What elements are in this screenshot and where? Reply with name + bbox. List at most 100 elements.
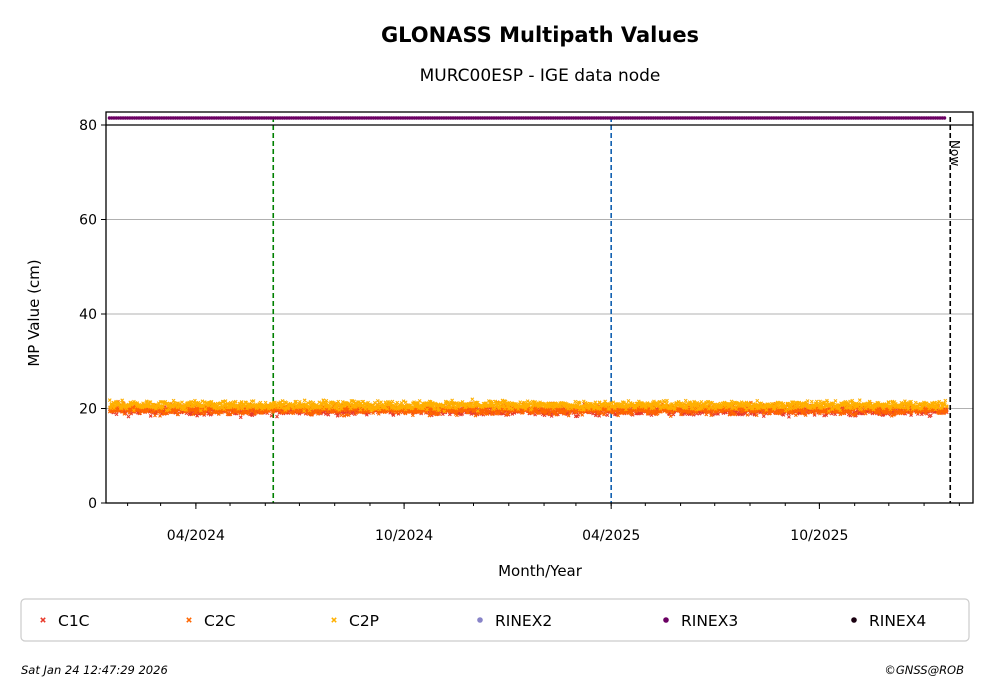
data-point [126,414,131,419]
legend-label: C2P [349,612,379,630]
data-point [944,408,949,413]
legend-label: RINEX3 [681,612,738,630]
data-point [220,410,224,415]
data-point [375,402,379,407]
data-point [326,412,331,417]
data-point [208,408,212,413]
data-point [497,411,501,415]
data-point [684,406,689,411]
data-point [254,406,259,411]
data-point [707,410,711,415]
data-point [508,406,513,410]
data-point [794,409,799,414]
data-point [463,404,468,409]
data-point [153,413,157,418]
data-point [165,411,170,416]
data-point [109,406,113,411]
reference-lines [272,117,952,503]
data-point [566,413,571,418]
data-point [885,403,889,408]
data-point [660,405,665,410]
data-point [240,406,245,411]
data-point [486,403,491,407]
legend-label: C1C [58,612,90,630]
data-point [385,406,390,411]
y-axis-label: MP Value (cm) [25,259,43,366]
data-point [310,406,315,411]
data-point [831,401,835,406]
data-point [944,404,949,409]
data-point [321,398,326,403]
data-point [602,412,606,417]
legend-marker [663,617,669,623]
data-point [658,400,663,405]
data-point [470,397,475,402]
data-point [112,406,116,410]
legend-marker [477,617,483,623]
data-point [600,411,604,416]
data-point [379,400,383,405]
data-point [148,414,153,418]
data-point [427,413,432,418]
footer-timestamp: Sat Jan 24 12:47:29 2026 [21,663,168,677]
data-point [574,409,578,413]
data-point [269,413,274,418]
data-point [606,407,611,411]
legend-marker [851,617,857,623]
data-point [349,399,354,403]
x-tick-label: 04/2025 [582,528,640,544]
data-point [580,413,585,417]
x-axis-ticks: 04/2024 10/2024 04/2025 10/2025 [127,503,960,544]
data-point [473,413,478,418]
data-point [324,398,329,403]
data-point [825,400,830,405]
data-point [856,401,861,406]
data-point [543,403,548,408]
data-point [383,410,387,414]
data-point [348,402,353,407]
data-point [260,410,265,415]
y-tick-label: 0 [88,496,97,512]
y-tick-label: 60 [79,213,97,229]
data-point [761,414,766,418]
data-point [888,410,893,415]
data-point [605,413,610,417]
data-point [569,406,574,411]
data-point [622,400,626,405]
data-point [302,398,307,403]
data-point [117,401,121,405]
data-point [523,407,528,411]
data-point [107,398,112,403]
data-point [158,414,162,418]
data-point [161,404,165,409]
data-point [339,413,344,418]
data-point [611,400,616,405]
data-point [358,407,363,412]
data-point [906,407,911,412]
data-point [222,404,227,409]
x-tick-label: 04/2024 [167,528,225,544]
data-point [672,407,677,412]
data-point [709,413,714,418]
data-point [432,406,437,411]
data-point [264,409,269,414]
data-point [239,399,244,404]
x-axis-label: Month/Year [498,562,583,580]
x-tick-label: 10/2025 [790,528,848,544]
data-point [200,399,205,404]
data-point [663,405,668,410]
data-point [876,409,881,413]
data-point [739,400,744,405]
data-point [521,401,526,405]
data-point [665,398,669,403]
data-point [899,400,904,405]
data-point [127,410,132,415]
data-point [437,412,442,416]
data-point [516,407,521,411]
data-point [586,410,591,415]
data-point [171,398,176,403]
data-point [848,399,852,404]
data-point [156,410,161,415]
data-point [845,400,849,405]
